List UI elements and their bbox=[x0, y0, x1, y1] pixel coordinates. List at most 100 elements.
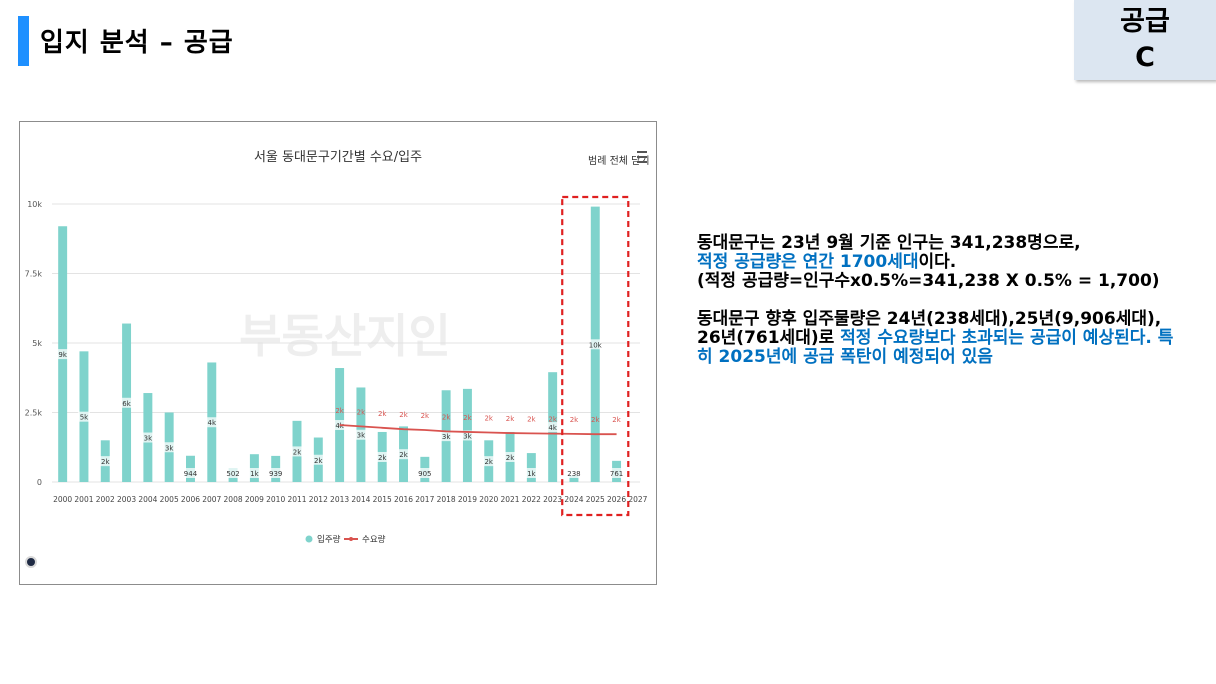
line-label-2017: 2k bbox=[421, 412, 430, 420]
bar-label-bg bbox=[397, 449, 410, 460]
x-tick-label: 2019 bbox=[458, 495, 477, 504]
x-tick-label: 2018 bbox=[437, 495, 456, 504]
y-tick-label: 2.5k bbox=[25, 409, 43, 418]
section-badge: 공급 C bbox=[1074, 0, 1216, 80]
bar-label-2018: 3k bbox=[442, 433, 451, 441]
bar-label-bg bbox=[461, 430, 474, 441]
bar-label-2019: 3k bbox=[463, 432, 472, 440]
bar-label-bg bbox=[418, 468, 431, 478]
bar-label-2016: 2k bbox=[399, 451, 408, 459]
x-tick-label: 2023 bbox=[543, 495, 562, 504]
bar-label-2003: 6k bbox=[122, 400, 131, 408]
chart-title: 서울 동대문구기간별 수요/입주 bbox=[253, 150, 423, 165]
legend-label-supply: 입주량 bbox=[317, 534, 341, 545]
y-tick-label: 5k bbox=[32, 339, 42, 348]
x-tick-label: 2027 bbox=[628, 495, 647, 504]
sentence-ending: 이다. bbox=[918, 252, 957, 272]
bar-label-2015: 2k bbox=[378, 454, 387, 462]
bar-label-bg bbox=[546, 422, 559, 433]
x-tick-label: 2006 bbox=[181, 495, 200, 504]
formula-text: (적정 공급량=인구수x0.5%=341,238 X 0.5% = 1,700) bbox=[697, 271, 1160, 291]
line-label-2013: 2k bbox=[335, 407, 344, 415]
description-text: 동대문구는 23년 9월 기준 인구는 341,238명으로, 적정 공급량은 … bbox=[697, 234, 1183, 367]
line-label-2025: 2k bbox=[591, 416, 600, 424]
bar-label-bg bbox=[269, 468, 282, 478]
paragraph-population: 동대문구는 23년 9월 기준 인구는 341,238명으로, 적정 공급량은 … bbox=[697, 234, 1183, 291]
line-label-2015: 2k bbox=[378, 410, 387, 418]
x-tick-label: 2012 bbox=[309, 495, 328, 504]
y-tick-label: 7.5k bbox=[25, 270, 43, 279]
bar-label-2004: 3k bbox=[144, 435, 153, 443]
badge-line-1: 공급 bbox=[1120, 6, 1170, 37]
line-label-2023: 2k bbox=[548, 416, 557, 424]
x-tick-label: 2000 bbox=[53, 495, 72, 504]
bar-label-bg bbox=[440, 431, 453, 442]
bar-label-2012: 2k bbox=[314, 457, 323, 465]
bar-label-2014: 3k bbox=[357, 432, 366, 440]
bar-label-2020: 2k bbox=[484, 458, 493, 466]
x-tick-label: 2025 bbox=[586, 495, 605, 504]
line-label-2024: 2k bbox=[570, 416, 579, 424]
bar-label-bg bbox=[227, 468, 240, 478]
hamburger-menu-icon[interactable] bbox=[637, 151, 647, 165]
bar-label-2005: 3k bbox=[165, 444, 174, 452]
bar-label-bg bbox=[163, 442, 176, 453]
x-tick-label: 2009 bbox=[245, 495, 264, 504]
line-label-2019: 2k bbox=[463, 414, 472, 422]
bar-label-2009: 1k bbox=[250, 470, 259, 478]
bar-label-bg bbox=[77, 411, 90, 422]
line-label-2021: 2k bbox=[506, 415, 515, 423]
x-tick-label: 2003 bbox=[117, 495, 136, 504]
bar-label-2010: 939 bbox=[269, 470, 282, 478]
x-tick-label: 2010 bbox=[266, 495, 285, 504]
bar-2024 bbox=[569, 475, 579, 482]
bar-label-bg bbox=[354, 429, 367, 440]
x-tick-label: 2005 bbox=[160, 495, 179, 504]
bar-label-bg bbox=[525, 468, 538, 478]
bar-label-bg bbox=[291, 446, 303, 457]
slide-title: 입지 분석 – 공급 bbox=[40, 28, 234, 58]
site-logo-icon bbox=[25, 556, 37, 568]
x-tick-label: 2024 bbox=[564, 495, 583, 504]
badge-line-2: C bbox=[1135, 42, 1155, 73]
bar-label-2021: 2k bbox=[506, 454, 515, 462]
bar-label-bg bbox=[589, 339, 602, 350]
forecast-text: 동대문구 향후 입주물량은 24년(238세대),25년(9,906세대), 2… bbox=[697, 309, 1162, 348]
highlight-dashed-box bbox=[561, 195, 630, 517]
x-tick-label: 2014 bbox=[351, 495, 370, 504]
legend-toggle-button[interactable]: 범례 전체 닫기 bbox=[588, 156, 650, 167]
bar-label-bg bbox=[184, 468, 197, 478]
bar-label-2008: 502 bbox=[226, 470, 239, 478]
line-label-2016: 2k bbox=[399, 411, 408, 419]
bar-label-bg bbox=[482, 456, 495, 467]
y-tick-label: 0 bbox=[37, 478, 42, 487]
x-tick-label: 2002 bbox=[96, 495, 115, 504]
x-tick-label: 2001 bbox=[74, 495, 93, 504]
chart-container: 부동산지인 0 2.5k 5k 7.5k 10k 9k 5k 2k 6k 3k 3k 944 4k 502 1… bbox=[19, 121, 657, 585]
bar-label-2000: 9k bbox=[58, 351, 67, 359]
bar-label-2026: 761 bbox=[610, 470, 623, 478]
oversupply-highlight: 적정 수요량보다 초과되는 공급이 예상된다. 특히 2025년에 공급 폭탄이… bbox=[697, 328, 1174, 367]
paragraph-forecast: 동대문구 향후 입주물량은 24년(238세대),25년(9,906세대), 2… bbox=[697, 310, 1183, 367]
line-label-2020: 2k bbox=[484, 415, 493, 423]
bar-label-bg bbox=[567, 468, 580, 478]
x-tick-label: 2016 bbox=[394, 495, 413, 504]
population-text: 동대문구는 23년 9월 기준 인구는 341,238명으로, bbox=[697, 233, 1081, 253]
x-tick-label: 2007 bbox=[202, 495, 221, 504]
x-tick-label: 2008 bbox=[224, 495, 243, 504]
bar-label-bg bbox=[120, 397, 133, 408]
bar-label-2025: 10k bbox=[589, 341, 603, 349]
x-tick-label: 2021 bbox=[500, 495, 519, 504]
chart-svg: 부동산지인 0 2.5k 5k 7.5k 10k 9k 5k 2k 6k 3k 3k 944 4k 502 1… bbox=[25, 195, 648, 545]
bar-label-2013: 4k bbox=[335, 422, 344, 430]
watermark-text: 부동산지인 bbox=[239, 309, 451, 363]
x-tick-label: 2017 bbox=[415, 495, 434, 504]
x-tick-label: 2013 bbox=[330, 495, 349, 504]
x-tick-label: 2004 bbox=[138, 495, 157, 504]
legend-swatch-supply bbox=[305, 535, 313, 543]
legend-label-demand: 수요량 bbox=[362, 534, 386, 545]
bar-label-bg bbox=[205, 417, 218, 428]
bar-label-bg bbox=[141, 432, 154, 443]
legend-swatch-demand-dot bbox=[349, 537, 353, 541]
bar-label-bg bbox=[56, 349, 69, 360]
